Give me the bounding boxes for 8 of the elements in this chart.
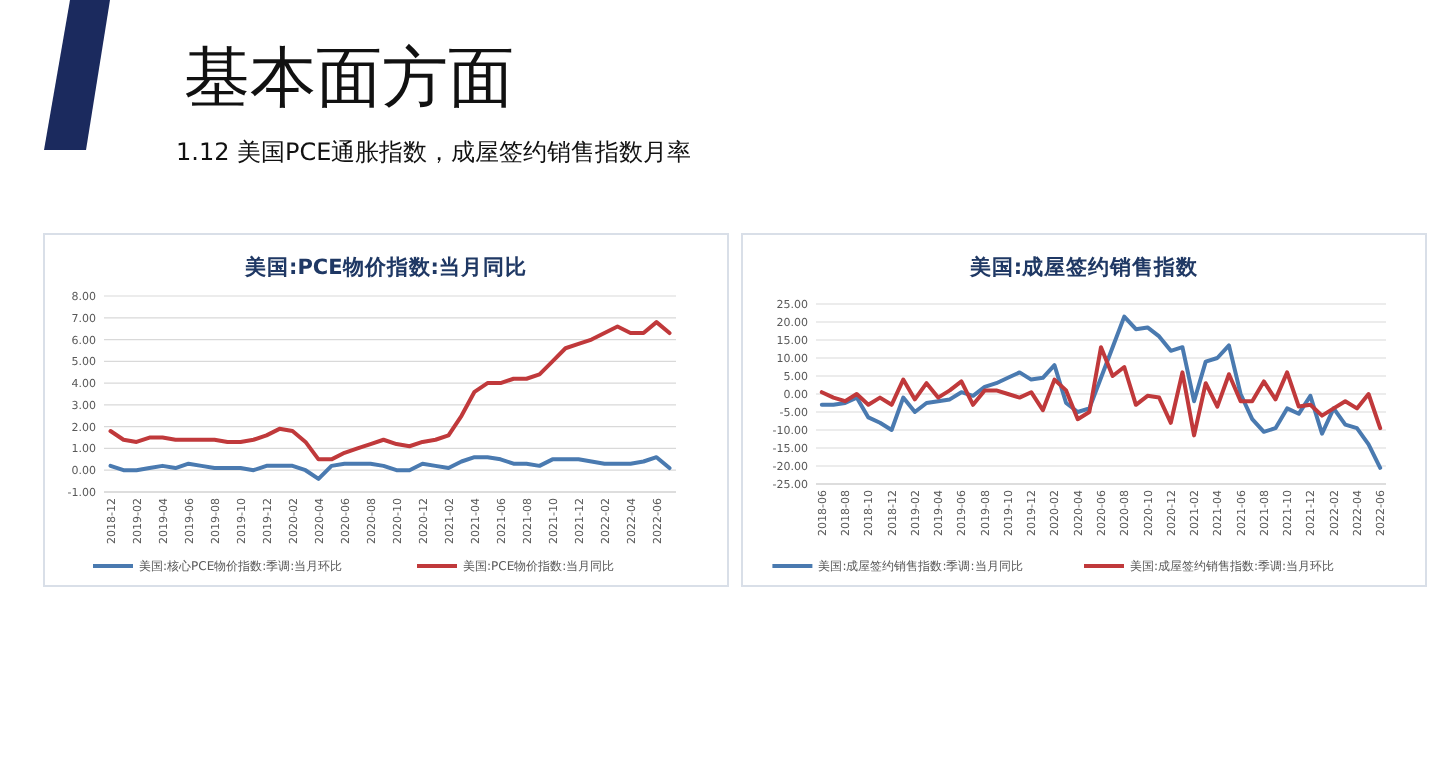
line-series xyxy=(819,345,1383,438)
chart-title: 美国:PCE物价指数:当月同比 xyxy=(243,254,527,280)
text: 1.12 美国PCE通胀指数，成屋签约销售指数月率 xyxy=(176,138,692,166)
line-series xyxy=(108,455,672,481)
text: 基本面方面 xyxy=(184,38,514,116)
chart-title: 美国:成屋签约销售指数 xyxy=(967,254,1201,280)
line-series xyxy=(819,314,1383,470)
line-series xyxy=(108,320,672,462)
